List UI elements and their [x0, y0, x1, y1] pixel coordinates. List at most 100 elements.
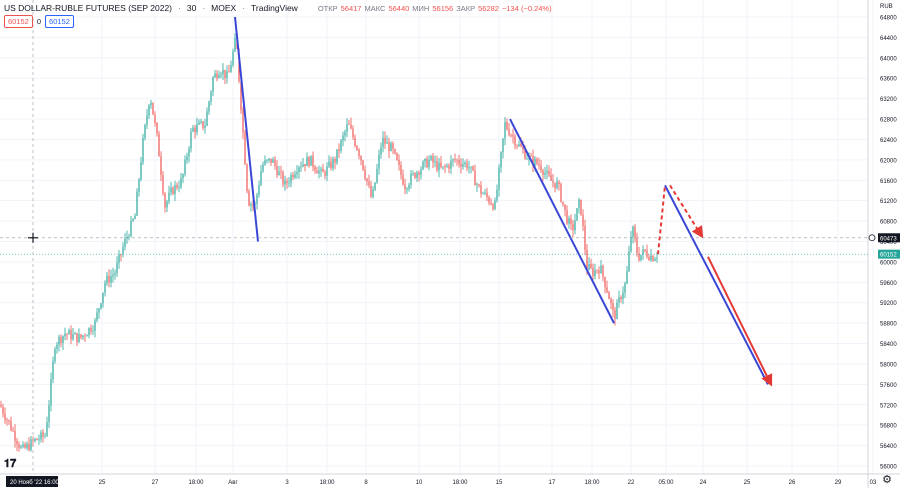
candle-body [576, 208, 578, 221]
candle-body [196, 124, 198, 133]
tradingview-logo-icon[interactable]: 𝟏𝟕 [4, 458, 17, 470]
interval-label[interactable]: 30 [186, 3, 197, 13]
candle-body [122, 247, 124, 255]
candle-body [654, 259, 656, 261]
candle-body [146, 115, 148, 125]
price-tick-label: 60800 [880, 220, 897, 226]
candle-body [492, 204, 494, 210]
symbol-title[interactable]: US DOLLAR-RUBLE FUTURES (SEP 2022) [4, 3, 173, 13]
candle-body [22, 444, 24, 447]
price-tick-label: 64000 [880, 56, 897, 62]
candle-body [376, 168, 378, 183]
candle-body [364, 169, 366, 179]
candle-body [556, 181, 558, 189]
candle-body [532, 156, 534, 166]
candle-body [256, 194, 258, 204]
candle-body [292, 174, 294, 178]
candle-body [334, 158, 336, 163]
source-label: TradingView [251, 3, 298, 13]
candle-body [392, 143, 394, 150]
candle-body [214, 73, 216, 78]
close-value: 56282 [478, 3, 499, 13]
candle-body [578, 199, 580, 209]
candle-body [118, 254, 120, 263]
candle-body [252, 203, 254, 205]
time-tick-label: 24 [700, 480, 707, 486]
candle-body [18, 444, 20, 448]
time-tick-label: 25 [744, 480, 751, 486]
candle-body [138, 179, 140, 192]
candle-body [128, 236, 130, 238]
candle-body [210, 91, 212, 102]
candle-body [506, 122, 508, 129]
candle-body [48, 405, 50, 423]
time-axis: 25 27 18:00 Авг 3 18:00 8 10 18:00 15 17 18:00 22 05:… [99, 480, 877, 486]
candle-body [386, 142, 388, 144]
candle-body [450, 160, 452, 169]
candle-body [360, 155, 362, 161]
candle-body [8, 420, 10, 422]
candle-body [604, 276, 606, 288]
candle-body [366, 178, 368, 182]
candle-body [64, 333, 66, 337]
candle-body [628, 251, 630, 272]
candle-body [68, 330, 70, 335]
dot-separator: · [178, 3, 181, 13]
low-value: 56156 [432, 3, 454, 13]
candle-body [266, 159, 268, 161]
candle-body [130, 220, 132, 237]
candle-body [322, 168, 324, 173]
candle-body [0, 404, 2, 407]
candle-body [300, 166, 302, 168]
candle-body [460, 163, 462, 167]
candle-body [620, 297, 622, 300]
candle-body [516, 145, 518, 147]
candle-body [342, 135, 344, 141]
candle-body [80, 334, 82, 338]
candle-body [152, 102, 154, 115]
gear-icon[interactable]: ⚙ [882, 474, 892, 486]
crosshair-price-badge [878, 233, 900, 243]
candle-body [44, 435, 46, 437]
candle-body [612, 303, 614, 311]
price-tick-label: 56800 [880, 424, 897, 430]
crosshair-time-badge [6, 476, 58, 487]
candle-body [466, 162, 468, 169]
candle-body [24, 444, 26, 448]
candle-body [206, 111, 208, 126]
candle-body [104, 282, 106, 293]
candle-body [486, 192, 488, 198]
buy-price-box[interactable]: 60152 [45, 15, 74, 28]
candle-body [232, 51, 234, 66]
trendline [509, 118, 615, 324]
candle-body [594, 270, 596, 277]
candle-body [280, 171, 282, 173]
sell-price-box[interactable]: 60152 [4, 15, 33, 28]
candle-body [264, 160, 266, 165]
candle-body [650, 255, 652, 261]
candle-body [56, 344, 58, 349]
dot-separator: · [202, 3, 206, 13]
candle-body [170, 187, 172, 193]
candle-body [180, 178, 182, 188]
candle-body [530, 155, 532, 157]
candle-body [14, 430, 16, 441]
candle-body [396, 153, 398, 161]
candle-body [150, 102, 152, 106]
forecast-line [669, 184, 704, 239]
candle-body [224, 69, 226, 79]
candle-body [462, 164, 464, 167]
candle-body [30, 439, 32, 450]
candle-body [160, 156, 162, 175]
candle-body [640, 254, 642, 261]
price-tick-label: 60400 [880, 240, 897, 246]
candle-body [436, 161, 438, 171]
forecast-line [657, 185, 666, 255]
candle-body [306, 156, 308, 167]
candle-body [90, 327, 92, 332]
price-tick-label: 60000 [880, 260, 897, 266]
clock-icon [868, 234, 876, 242]
